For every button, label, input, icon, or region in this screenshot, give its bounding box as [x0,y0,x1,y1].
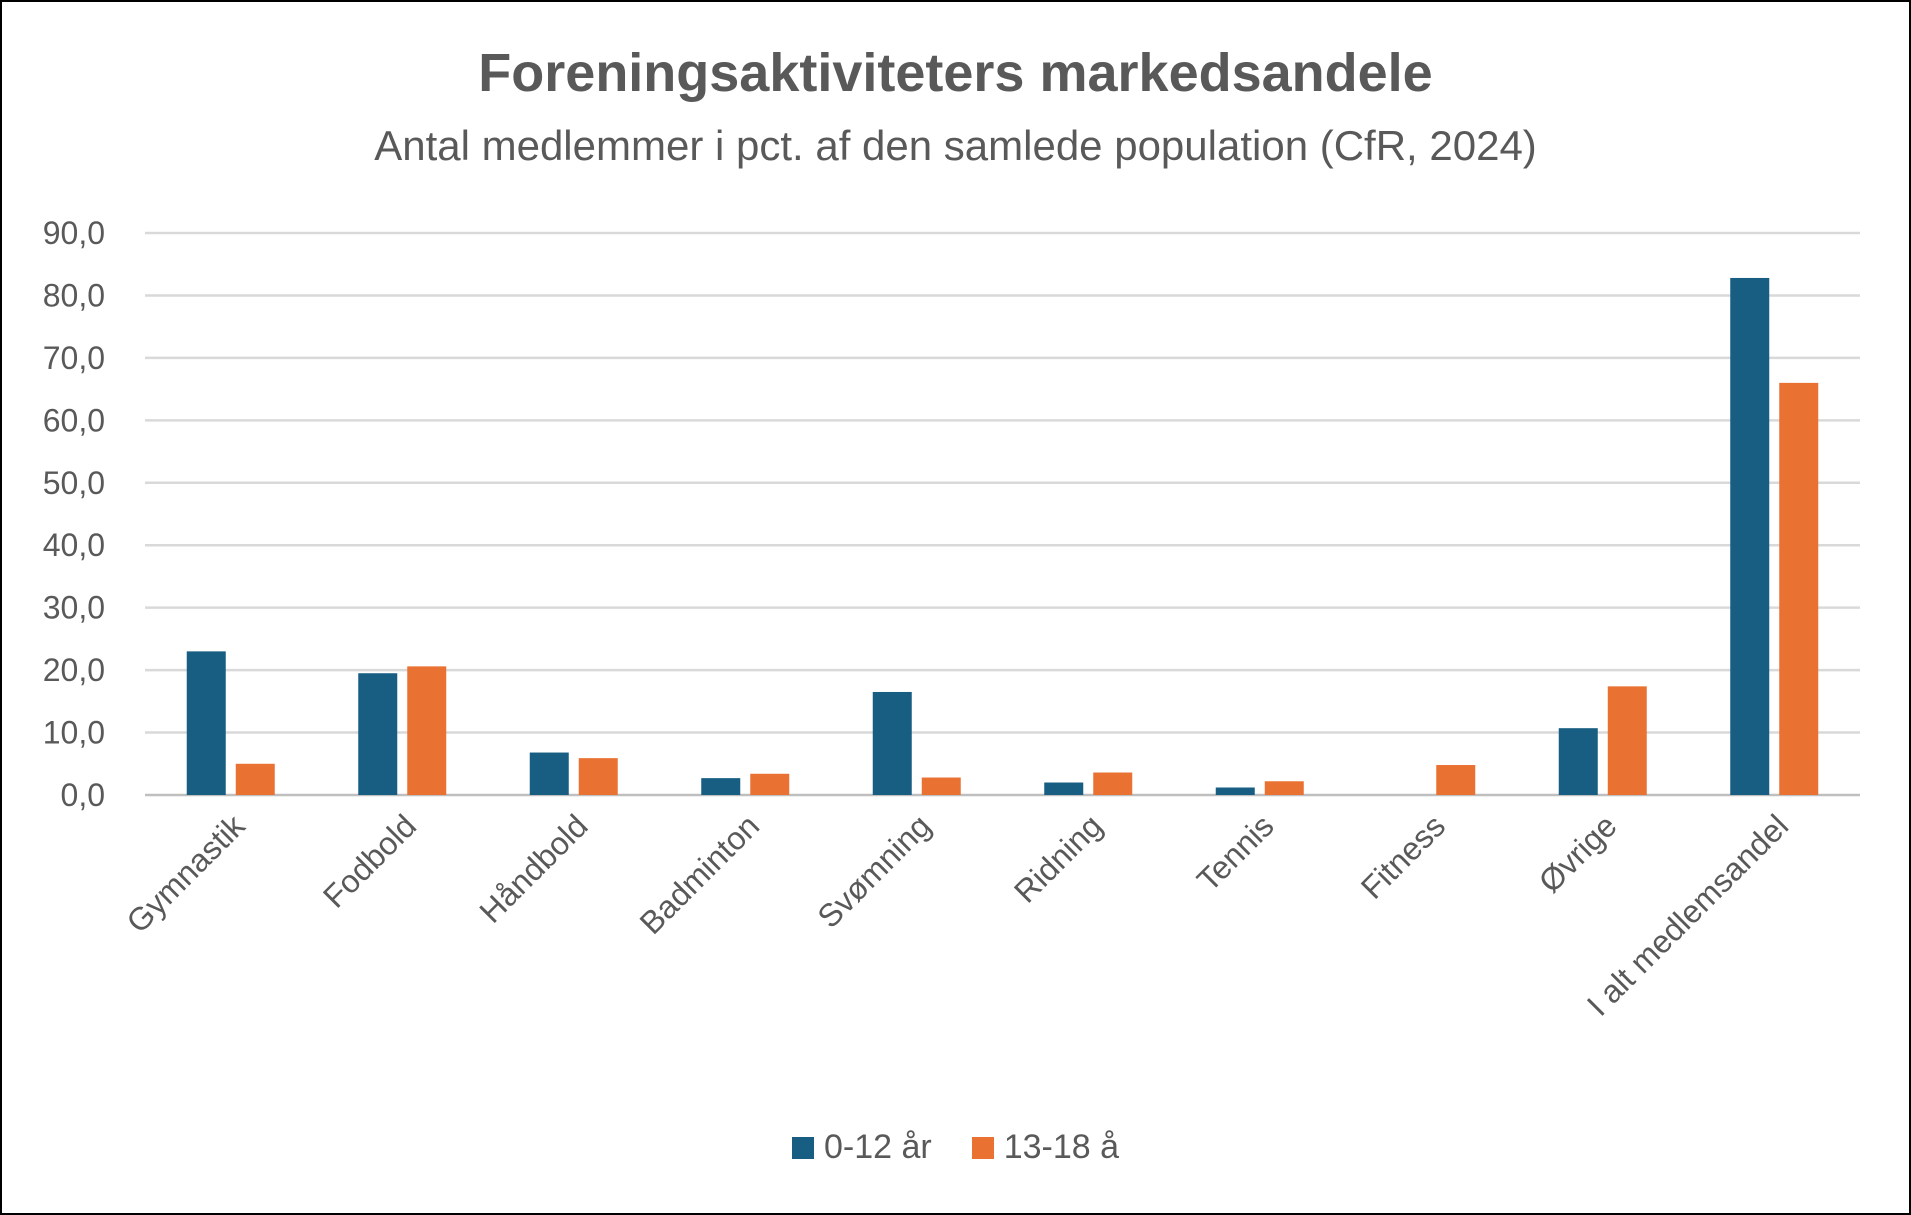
bar-series-0 [358,673,398,795]
y-tick-label: 20,0 [43,652,105,688]
y-tick-label: 50,0 [43,465,105,501]
x-tick-label: Håndbold [472,807,594,929]
bar-series-1 [750,773,790,795]
legend-item-series-1: 13-18 å [971,1128,1120,1167]
bar-series-1 [921,777,961,795]
legend-item-series-0: 0-12 år [791,1128,932,1167]
y-tick-label: 70,0 [43,340,105,376]
bar-series-1 [1607,686,1647,795]
y-tick-label: 80,0 [43,277,105,313]
bar-series-0 [1558,728,1598,795]
chart-title: Foreningsaktiviteters markedsandele [478,43,1433,103]
bar-series-0 [872,691,912,795]
legend-label-series-0: 0-12 år [823,1128,932,1166]
bar-series-1 [235,763,275,795]
bar-series-0 [529,752,569,795]
y-tick-label: 40,0 [43,527,105,563]
x-tick-label: Svømning [810,807,937,934]
y-tick-label: 60,0 [43,402,105,438]
bar-series-1 [578,758,618,795]
bar-series-1 [1436,765,1476,795]
legend-swatch-series-0 [791,1136,814,1159]
bar-series-1 [407,666,447,795]
bar-series-1 [1264,781,1304,795]
y-tick-label: 90,0 [43,215,105,251]
x-tick-label: Gymnastik [119,807,252,940]
x-tick-label: Fitness [1354,807,1452,905]
bar-series-0 [701,778,741,795]
y-tick-label: 10,0 [43,715,105,751]
bar-series-1 [1779,382,1819,795]
x-tick-label: Fodbold [316,807,423,914]
legend: 0-12 år 13-18 å [0,1128,1911,1167]
bar-series-0 [1215,787,1255,795]
x-tick-label: Badminton [633,807,767,941]
legend-label-series-1: 13-18 å [1003,1128,1120,1166]
bar-series-0 [186,651,226,795]
legend-swatch-series-1 [971,1136,994,1159]
bar-series-0 [1730,277,1770,796]
chart-subtitle: Antal medlemmer i pct. af den samlede po… [374,122,1537,169]
x-tick-label: Ridning [1007,807,1109,909]
bar-series-1 [1093,772,1133,795]
y-tick-label: 30,0 [43,590,105,626]
x-tick-label: Tennis [1190,807,1281,898]
y-tick-label: 0,0 [61,777,105,813]
x-tick-label: Øvrige [1532,807,1624,899]
bar-series-0 [1044,782,1084,795]
